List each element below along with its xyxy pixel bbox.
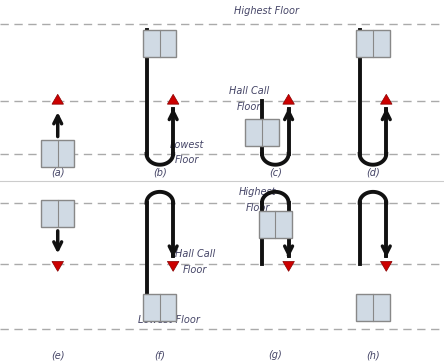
Text: Highest Floor: Highest Floor [234, 5, 299, 16]
Text: Floor: Floor [237, 102, 261, 112]
Bar [41, 140, 74, 167]
Bar [245, 119, 279, 146]
Polygon shape [52, 94, 63, 104]
Bar [356, 294, 389, 321]
Text: (e): (e) [51, 350, 64, 360]
Text: (c): (c) [269, 167, 281, 177]
Text: (a): (a) [51, 167, 64, 177]
Text: Hall Call: Hall Call [175, 249, 215, 259]
Text: Floor: Floor [183, 265, 207, 275]
Bar [143, 294, 177, 321]
Text: (d): (d) [366, 167, 380, 177]
Text: Hall Call: Hall Call [229, 86, 269, 96]
Polygon shape [283, 94, 294, 104]
Polygon shape [167, 261, 179, 272]
Text: (b): (b) [153, 167, 166, 177]
Bar [41, 200, 74, 227]
Polygon shape [381, 94, 392, 104]
Text: Floor: Floor [174, 155, 198, 165]
Text: (g): (g) [269, 350, 282, 360]
Polygon shape [283, 261, 294, 272]
Text: Floor: Floor [246, 203, 270, 213]
Polygon shape [381, 261, 392, 272]
Bar [143, 30, 177, 57]
Text: Highest: Highest [239, 187, 276, 197]
Bar [356, 30, 389, 57]
Text: (f): (f) [155, 350, 165, 360]
Polygon shape [167, 94, 179, 104]
Text: Lowest Floor: Lowest Floor [138, 315, 200, 325]
Polygon shape [52, 261, 63, 272]
Bar [258, 211, 292, 238]
Text: Lowest: Lowest [169, 139, 204, 150]
Text: (h): (h) [366, 350, 380, 360]
